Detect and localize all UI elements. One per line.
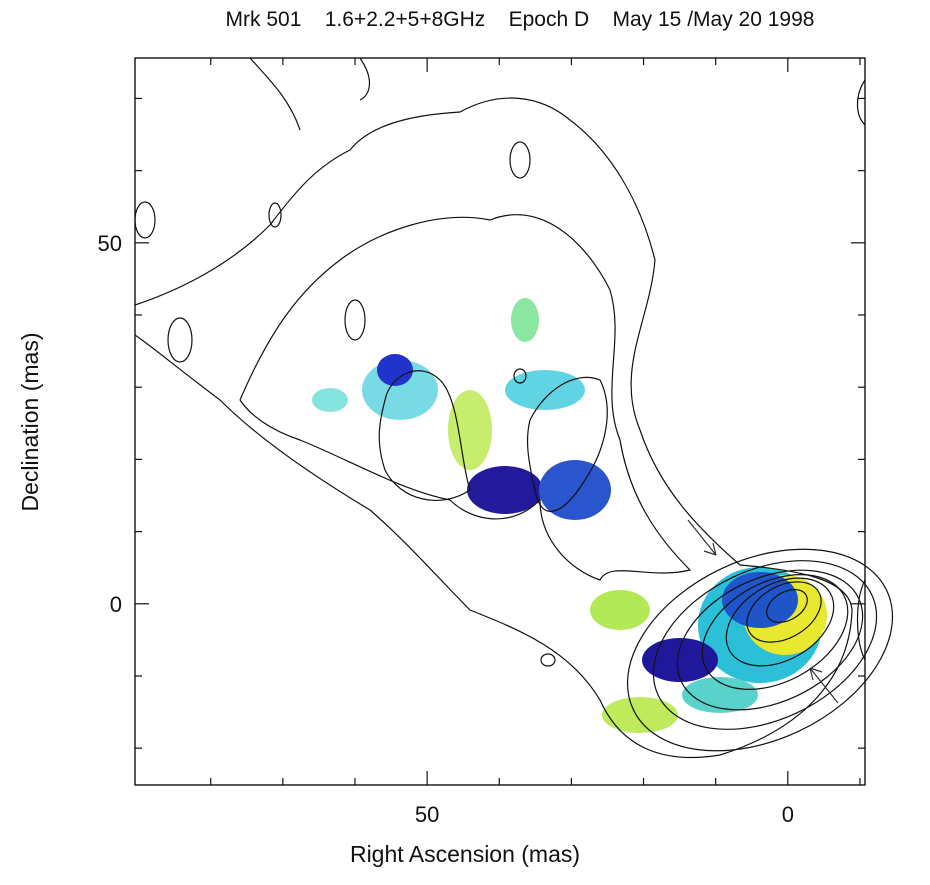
contour bbox=[344, 299, 366, 341]
color-patch bbox=[312, 388, 348, 412]
x-tick-label: 0 bbox=[782, 802, 794, 827]
color-patch bbox=[590, 590, 650, 630]
contour bbox=[725, 577, 835, 667]
contour bbox=[239, 214, 692, 581]
contour bbox=[746, 581, 822, 643]
color-patch bbox=[467, 466, 543, 514]
contour bbox=[167, 317, 193, 363]
y-axis-label: Declination (mas) bbox=[17, 333, 43, 512]
contour bbox=[540, 653, 556, 667]
contour bbox=[378, 370, 471, 501]
contour bbox=[509, 141, 531, 179]
color-patch bbox=[682, 677, 758, 713]
color-patch bbox=[377, 354, 413, 386]
contour bbox=[626, 548, 894, 752]
color-patch bbox=[505, 370, 585, 410]
color-patch bbox=[511, 298, 539, 342]
plot-frame bbox=[134, 57, 866, 786]
color-patch bbox=[448, 390, 492, 470]
y-tick-label: 50 bbox=[98, 231, 122, 256]
color-patch bbox=[539, 460, 611, 520]
color-patch bbox=[602, 697, 678, 733]
color-patch bbox=[642, 638, 718, 682]
chart-title: Mrk 501 1.6+2.2+5+8GHz Epoch D May 15 /M… bbox=[226, 8, 815, 31]
x-axis-label: Right Ascension (mas) bbox=[350, 841, 580, 867]
spectral-index-map bbox=[312, 298, 827, 733]
contour bbox=[652, 560, 878, 730]
contours bbox=[134, 57, 894, 759]
contour bbox=[134, 201, 156, 239]
arrow bbox=[809, 667, 839, 704]
contour bbox=[513, 368, 527, 384]
arrow bbox=[687, 519, 717, 556]
contour bbox=[249, 57, 866, 661]
contour bbox=[526, 376, 608, 512]
contour bbox=[268, 202, 282, 228]
contour bbox=[701, 574, 849, 690]
x-tick-label: 50 bbox=[415, 802, 439, 827]
contour bbox=[766, 589, 808, 623]
arrows bbox=[687, 519, 839, 704]
contour bbox=[134, 97, 853, 759]
y-tick-label: 0 bbox=[110, 592, 122, 617]
